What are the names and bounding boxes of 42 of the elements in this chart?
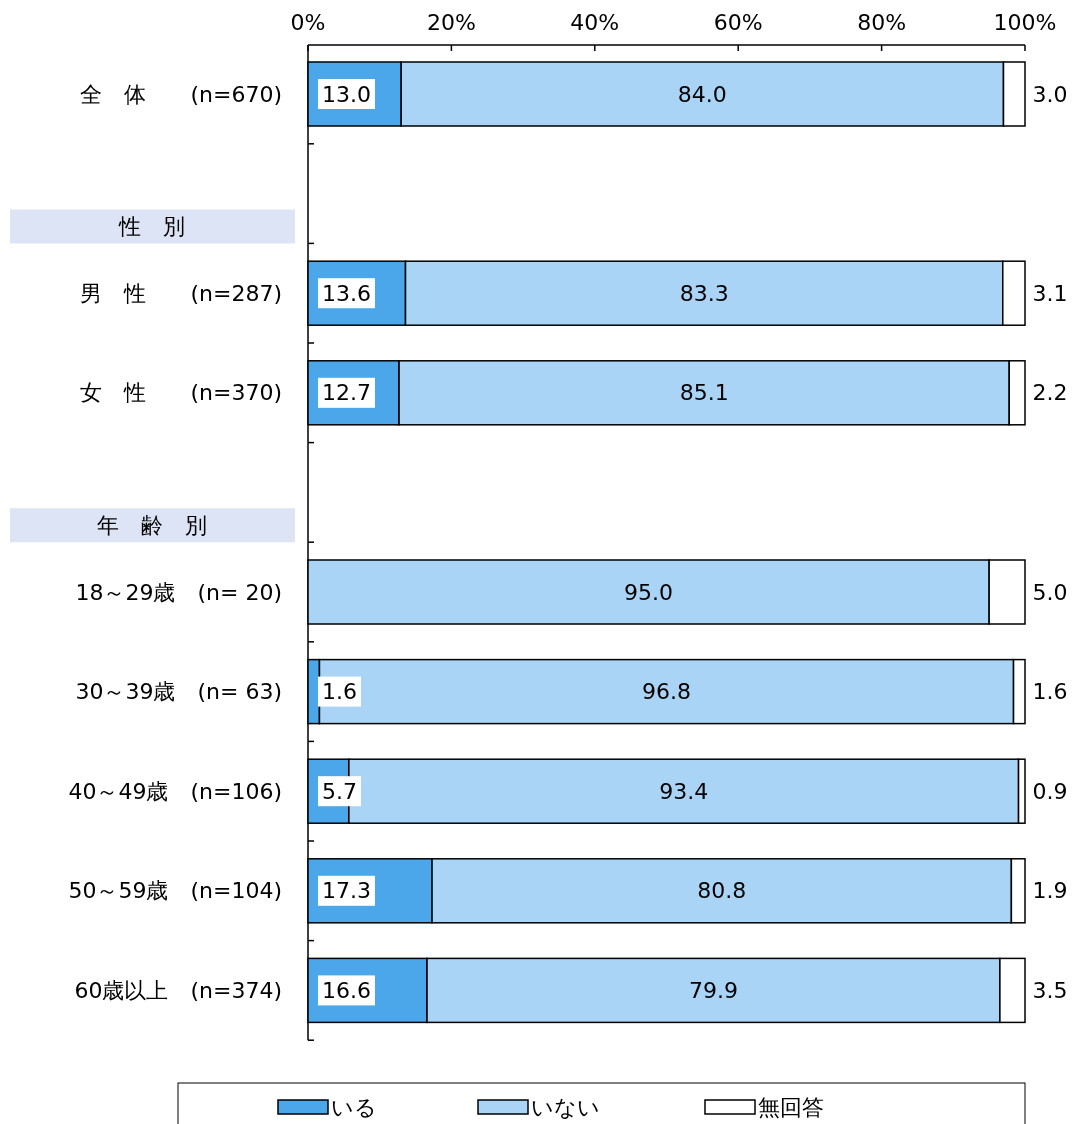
legend-label: 無回答 <box>758 1094 824 1120</box>
data-label: 80.8 <box>697 878 747 904</box>
data-label: 83.3 <box>679 280 729 306</box>
data-label: 12.7 <box>322 380 371 406</box>
data-label: 3.0 <box>1032 81 1068 107</box>
data-label: 1.9 <box>1032 878 1068 904</box>
data-label: 13.6 <box>322 280 371 306</box>
data-label: 17.3 <box>322 878 371 904</box>
y-tick-label: 50～59歳 (n=104) <box>68 878 282 904</box>
data-label: 79.9 <box>688 977 738 1003</box>
legend-label: いる <box>331 1094 377 1120</box>
y-tick-label: 全 体 (n=670) <box>80 81 282 107</box>
text: 性 別 <box>118 213 185 239</box>
x-tick-label: 0% <box>290 9 326 35</box>
y-tick-label: 60歳以上 (n=374) <box>74 977 282 1003</box>
data-label: 95.0 <box>624 579 674 605</box>
legend-label: いない <box>531 1094 600 1120</box>
x-tick-label: 20% <box>426 9 476 35</box>
y-tick-label: 女 性 (n=370) <box>80 380 282 406</box>
x-tick-label: 100% <box>993 9 1057 35</box>
data-label: 2.2 <box>1032 380 1068 406</box>
data-label: 3.5 <box>1032 977 1068 1003</box>
data-label: 5.7 <box>322 778 357 804</box>
data-label: 13.0 <box>322 81 371 107</box>
y-tick-label: 30～39歳 (n= 63) <box>75 679 282 705</box>
data-label: 85.1 <box>679 380 729 406</box>
x-tick-label: 80% <box>857 9 907 35</box>
x-tick-label: 40% <box>570 9 620 35</box>
data-label: 93.4 <box>659 778 709 804</box>
data-label: 5.0 <box>1032 579 1068 605</box>
data-label: 96.8 <box>642 679 691 705</box>
data-label: 0.9 <box>1032 778 1068 804</box>
y-tick-label: 男 性 (n=287) <box>80 280 282 306</box>
data-label: 3.1 <box>1032 280 1068 306</box>
data-label: 1.6 <box>1032 679 1068 705</box>
data-label: 84.0 <box>677 81 727 107</box>
y-tick-label: 40～49歳 (n=106) <box>68 778 282 804</box>
y-tick-label: 18～29歳 (n= 20) <box>75 579 282 605</box>
text: 年 齢 別 <box>97 512 207 538</box>
x-tick-label: 60% <box>713 9 763 35</box>
data-label: 1.6 <box>322 679 357 705</box>
data-label: 16.6 <box>322 977 371 1003</box>
